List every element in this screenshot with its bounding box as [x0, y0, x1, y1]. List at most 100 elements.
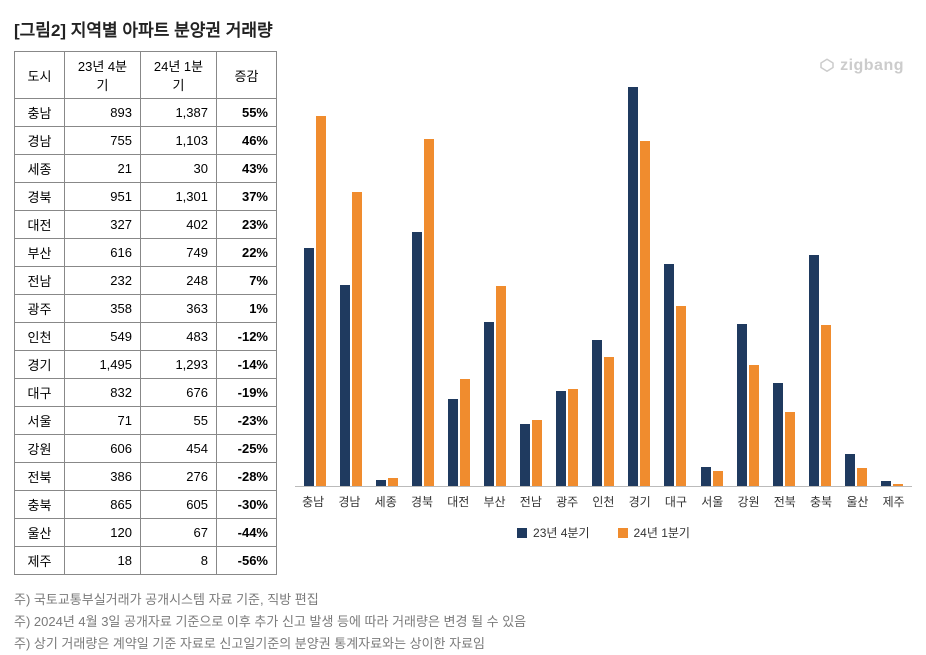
x-tick-label: 대전 — [444, 493, 472, 510]
bar — [881, 481, 891, 486]
x-axis-labels: 충남경남세종경북대전부산전남광주인천경기대구서울강원전북충북울산제주 — [295, 493, 912, 510]
x-tick-label: 서울 — [698, 493, 726, 510]
cell-city: 전북 — [15, 463, 65, 491]
cell-q4: 865 — [65, 491, 141, 519]
bar — [737, 324, 747, 486]
cell-q1: 749 — [141, 239, 217, 267]
cell-pct: 22% — [217, 239, 277, 267]
bar — [532, 420, 542, 486]
cell-city: 세종 — [15, 155, 65, 183]
cell-pct: -30% — [217, 491, 277, 519]
table-row: 충북865605-30% — [15, 491, 277, 519]
cell-pct: 37% — [217, 183, 277, 211]
table-row: 부산61674922% — [15, 239, 277, 267]
bar-group — [881, 481, 903, 486]
bar-group — [845, 454, 867, 486]
bar — [701, 467, 711, 486]
cell-pct: 43% — [217, 155, 277, 183]
zigbang-logo: zigbang — [818, 57, 904, 75]
cell-q4: 832 — [65, 379, 141, 407]
cell-q4: 120 — [65, 519, 141, 547]
cell-q4: 893 — [65, 99, 141, 127]
cell-q1: 30 — [141, 155, 217, 183]
cell-q4: 18 — [65, 547, 141, 575]
bar — [340, 285, 350, 486]
x-tick-label: 충북 — [807, 493, 835, 510]
bar — [316, 116, 326, 486]
bar — [496, 286, 506, 486]
cell-q1: 402 — [141, 211, 217, 239]
table-row: 울산12067-44% — [15, 519, 277, 547]
cell-q4: 327 — [65, 211, 141, 239]
cell-q4: 71 — [65, 407, 141, 435]
bar-group — [809, 255, 831, 486]
bar-group — [628, 87, 650, 486]
cell-city: 충북 — [15, 491, 65, 519]
cell-pct: -56% — [217, 547, 277, 575]
cell-q4: 951 — [65, 183, 141, 211]
bar-group — [376, 478, 398, 486]
cell-q1: 67 — [141, 519, 217, 547]
bar-group — [664, 264, 686, 486]
bar — [424, 139, 434, 486]
bar — [568, 389, 578, 486]
x-tick-label: 울산 — [843, 493, 871, 510]
table-row: 세종213043% — [15, 155, 277, 183]
cell-pct: -23% — [217, 407, 277, 435]
legend-item-q1: 24년 1분기 — [618, 524, 690, 541]
bar — [628, 87, 638, 486]
cell-q1: 1,301 — [141, 183, 217, 211]
bar-group — [556, 389, 578, 486]
bar-plot — [295, 87, 912, 487]
bar-group — [737, 324, 759, 486]
table-row: 대전32740223% — [15, 211, 277, 239]
table-row: 경남7551,10346% — [15, 127, 277, 155]
table-header-row: 도시 23년 4분기 24년 1분기 증감 — [15, 52, 277, 99]
bar-group — [484, 286, 506, 486]
cell-q4: 549 — [65, 323, 141, 351]
cell-city: 전남 — [15, 267, 65, 295]
x-tick-label: 전남 — [517, 493, 545, 510]
footnote: 주) 2024년 4월 3일 공개자료 기준으로 이후 추가 신고 발생 등에 … — [14, 611, 912, 633]
bar — [845, 454, 855, 486]
cell-q4: 386 — [65, 463, 141, 491]
x-tick-label: 전북 — [771, 493, 799, 510]
cell-q4: 606 — [65, 435, 141, 463]
bar-group — [448, 379, 470, 486]
cell-q1: 1,387 — [141, 99, 217, 127]
cell-city: 부산 — [15, 239, 65, 267]
cell-city: 경남 — [15, 127, 65, 155]
cell-q4: 21 — [65, 155, 141, 183]
bar — [785, 412, 795, 486]
bar — [809, 255, 819, 486]
bar — [556, 391, 566, 486]
cell-city: 광주 — [15, 295, 65, 323]
bar-group — [701, 467, 723, 486]
table-row: 서울7155-23% — [15, 407, 277, 435]
bar — [376, 480, 386, 486]
cell-q1: 8 — [141, 547, 217, 575]
cell-city: 서울 — [15, 407, 65, 435]
footnote: 주) 국토교통부실거래가 공개시스템 자료 기준, 직방 편집 — [14, 589, 912, 611]
col-q4: 23년 4분기 — [65, 52, 141, 99]
bar — [893, 484, 903, 486]
x-tick-label: 경북 — [408, 493, 436, 510]
bar — [640, 141, 650, 486]
x-tick-label: 인천 — [589, 493, 617, 510]
bar — [448, 399, 458, 486]
footnote: 주) 상기 거래량은 계약일 기준 자료로 신고일기준의 분양권 통계자료와는 … — [14, 633, 912, 655]
cell-pct: -19% — [217, 379, 277, 407]
x-tick-label: 광주 — [553, 493, 581, 510]
bar — [664, 264, 674, 486]
data-table: 도시 23년 4분기 24년 1분기 증감 충남8931,38755%경남755… — [14, 51, 277, 575]
table-row: 전남2322487% — [15, 267, 277, 295]
bar-group — [304, 116, 326, 486]
cell-city: 제주 — [15, 547, 65, 575]
cell-pct: -12% — [217, 323, 277, 351]
cell-pct: -28% — [217, 463, 277, 491]
bar — [412, 232, 422, 486]
bar — [460, 379, 470, 486]
bar — [484, 322, 494, 486]
zigbang-icon — [818, 57, 836, 75]
bar — [388, 478, 398, 486]
